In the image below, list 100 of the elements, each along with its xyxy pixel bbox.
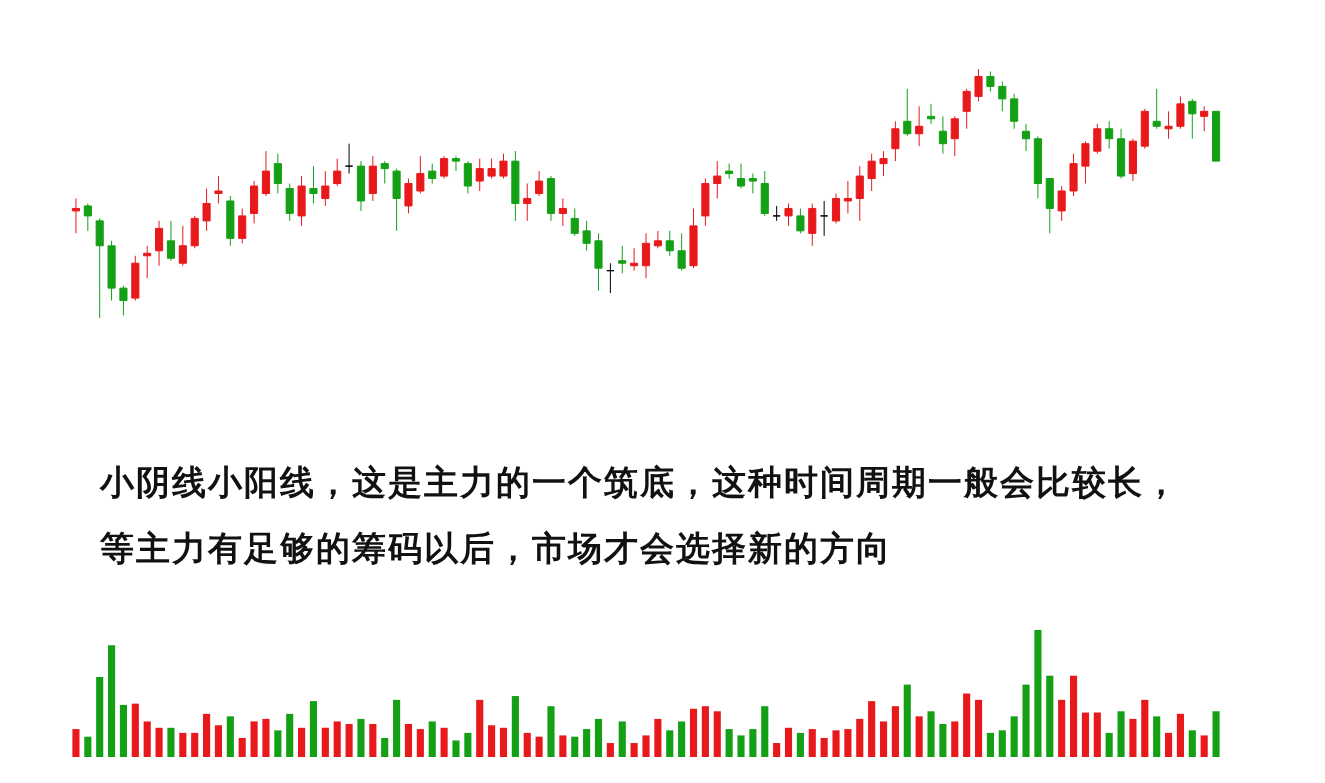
bar <box>1105 732 1113 757</box>
candlestick <box>1021 123 1031 152</box>
candlestick <box>345 143 354 175</box>
bar <box>274 730 282 757</box>
bar <box>796 732 804 757</box>
candlestick <box>582 220 591 252</box>
bar <box>986 732 994 757</box>
bar <box>357 718 365 757</box>
bar <box>262 718 270 757</box>
bar <box>523 732 531 757</box>
candlestick <box>820 200 829 237</box>
bar <box>1034 630 1042 757</box>
candlestick <box>1081 140 1090 185</box>
bar <box>879 721 888 757</box>
candlestick <box>1057 185 1066 222</box>
candlestick <box>748 173 757 194</box>
candlestick <box>725 163 734 180</box>
candlestick <box>261 150 271 197</box>
bar <box>119 704 128 757</box>
candlestick <box>1010 93 1019 130</box>
candlestick <box>535 170 544 197</box>
bar <box>927 711 935 757</box>
candlestick <box>475 158 484 192</box>
candlestick <box>499 153 508 180</box>
candlestick <box>558 197 567 227</box>
candlestick <box>166 220 176 262</box>
candlestick <box>1164 110 1173 140</box>
candlestick <box>416 155 425 194</box>
candlestick <box>796 207 805 234</box>
bar <box>998 730 1006 757</box>
bar <box>1200 735 1208 757</box>
bar <box>191 732 199 757</box>
bar <box>773 743 781 757</box>
candlestick <box>1105 120 1114 150</box>
bar <box>1212 711 1220 757</box>
candlestick <box>321 170 330 207</box>
bar <box>1010 716 1018 757</box>
bar <box>1058 699 1066 757</box>
bar <box>1046 675 1054 757</box>
candlestick <box>986 70 995 92</box>
bar <box>737 735 745 757</box>
bar <box>238 737 246 757</box>
bar <box>72 729 80 757</box>
bar <box>1153 716 1161 757</box>
bar <box>108 645 116 757</box>
candlestick <box>178 225 187 267</box>
candlestick <box>1152 88 1161 130</box>
bar <box>131 703 139 757</box>
bar <box>939 723 947 757</box>
candlestick <box>784 202 793 227</box>
candlestick <box>903 88 912 137</box>
bar <box>594 718 603 757</box>
bar <box>452 740 460 757</box>
bar <box>250 721 258 757</box>
bar <box>547 706 555 757</box>
bar <box>951 721 959 757</box>
bar <box>179 732 187 757</box>
candlestick <box>713 160 722 199</box>
bar <box>891 706 899 757</box>
candlestick <box>843 180 852 214</box>
bar <box>761 706 769 757</box>
bar <box>309 701 318 757</box>
bar <box>974 699 983 757</box>
candlestick <box>641 232 651 279</box>
bar <box>345 723 353 757</box>
candlestick <box>309 165 318 204</box>
bar <box>381 737 389 757</box>
bar <box>155 727 163 757</box>
bar <box>571 736 579 757</box>
bar <box>369 723 377 757</box>
text: 等主力有足够的筹码以后，市场才会选择新的方向 <box>100 528 893 568</box>
candlestick <box>665 230 674 257</box>
bar <box>903 684 911 757</box>
bar <box>1069 675 1078 757</box>
bar <box>464 732 472 757</box>
candlestick <box>487 158 496 180</box>
bar <box>143 721 151 757</box>
candlestick <box>915 105 924 147</box>
bar <box>1129 718 1137 757</box>
bar <box>333 721 341 757</box>
candlestick <box>653 230 662 249</box>
bar <box>203 713 211 757</box>
candlestick <box>119 285 128 317</box>
bar <box>654 718 662 757</box>
candlestick <box>677 232 686 272</box>
candlestick <box>83 202 92 232</box>
candlestick <box>1176 95 1185 130</box>
bar <box>535 736 543 757</box>
candlestick <box>855 165 864 222</box>
bar <box>820 737 828 757</box>
candlestick <box>214 175 223 204</box>
bar <box>488 725 496 757</box>
bar <box>630 743 638 757</box>
bar <box>856 718 864 757</box>
bar <box>844 729 852 757</box>
bar <box>286 713 294 757</box>
bar <box>689 708 698 757</box>
bar <box>167 727 175 757</box>
candlestick <box>71 197 80 234</box>
bar <box>963 693 971 757</box>
